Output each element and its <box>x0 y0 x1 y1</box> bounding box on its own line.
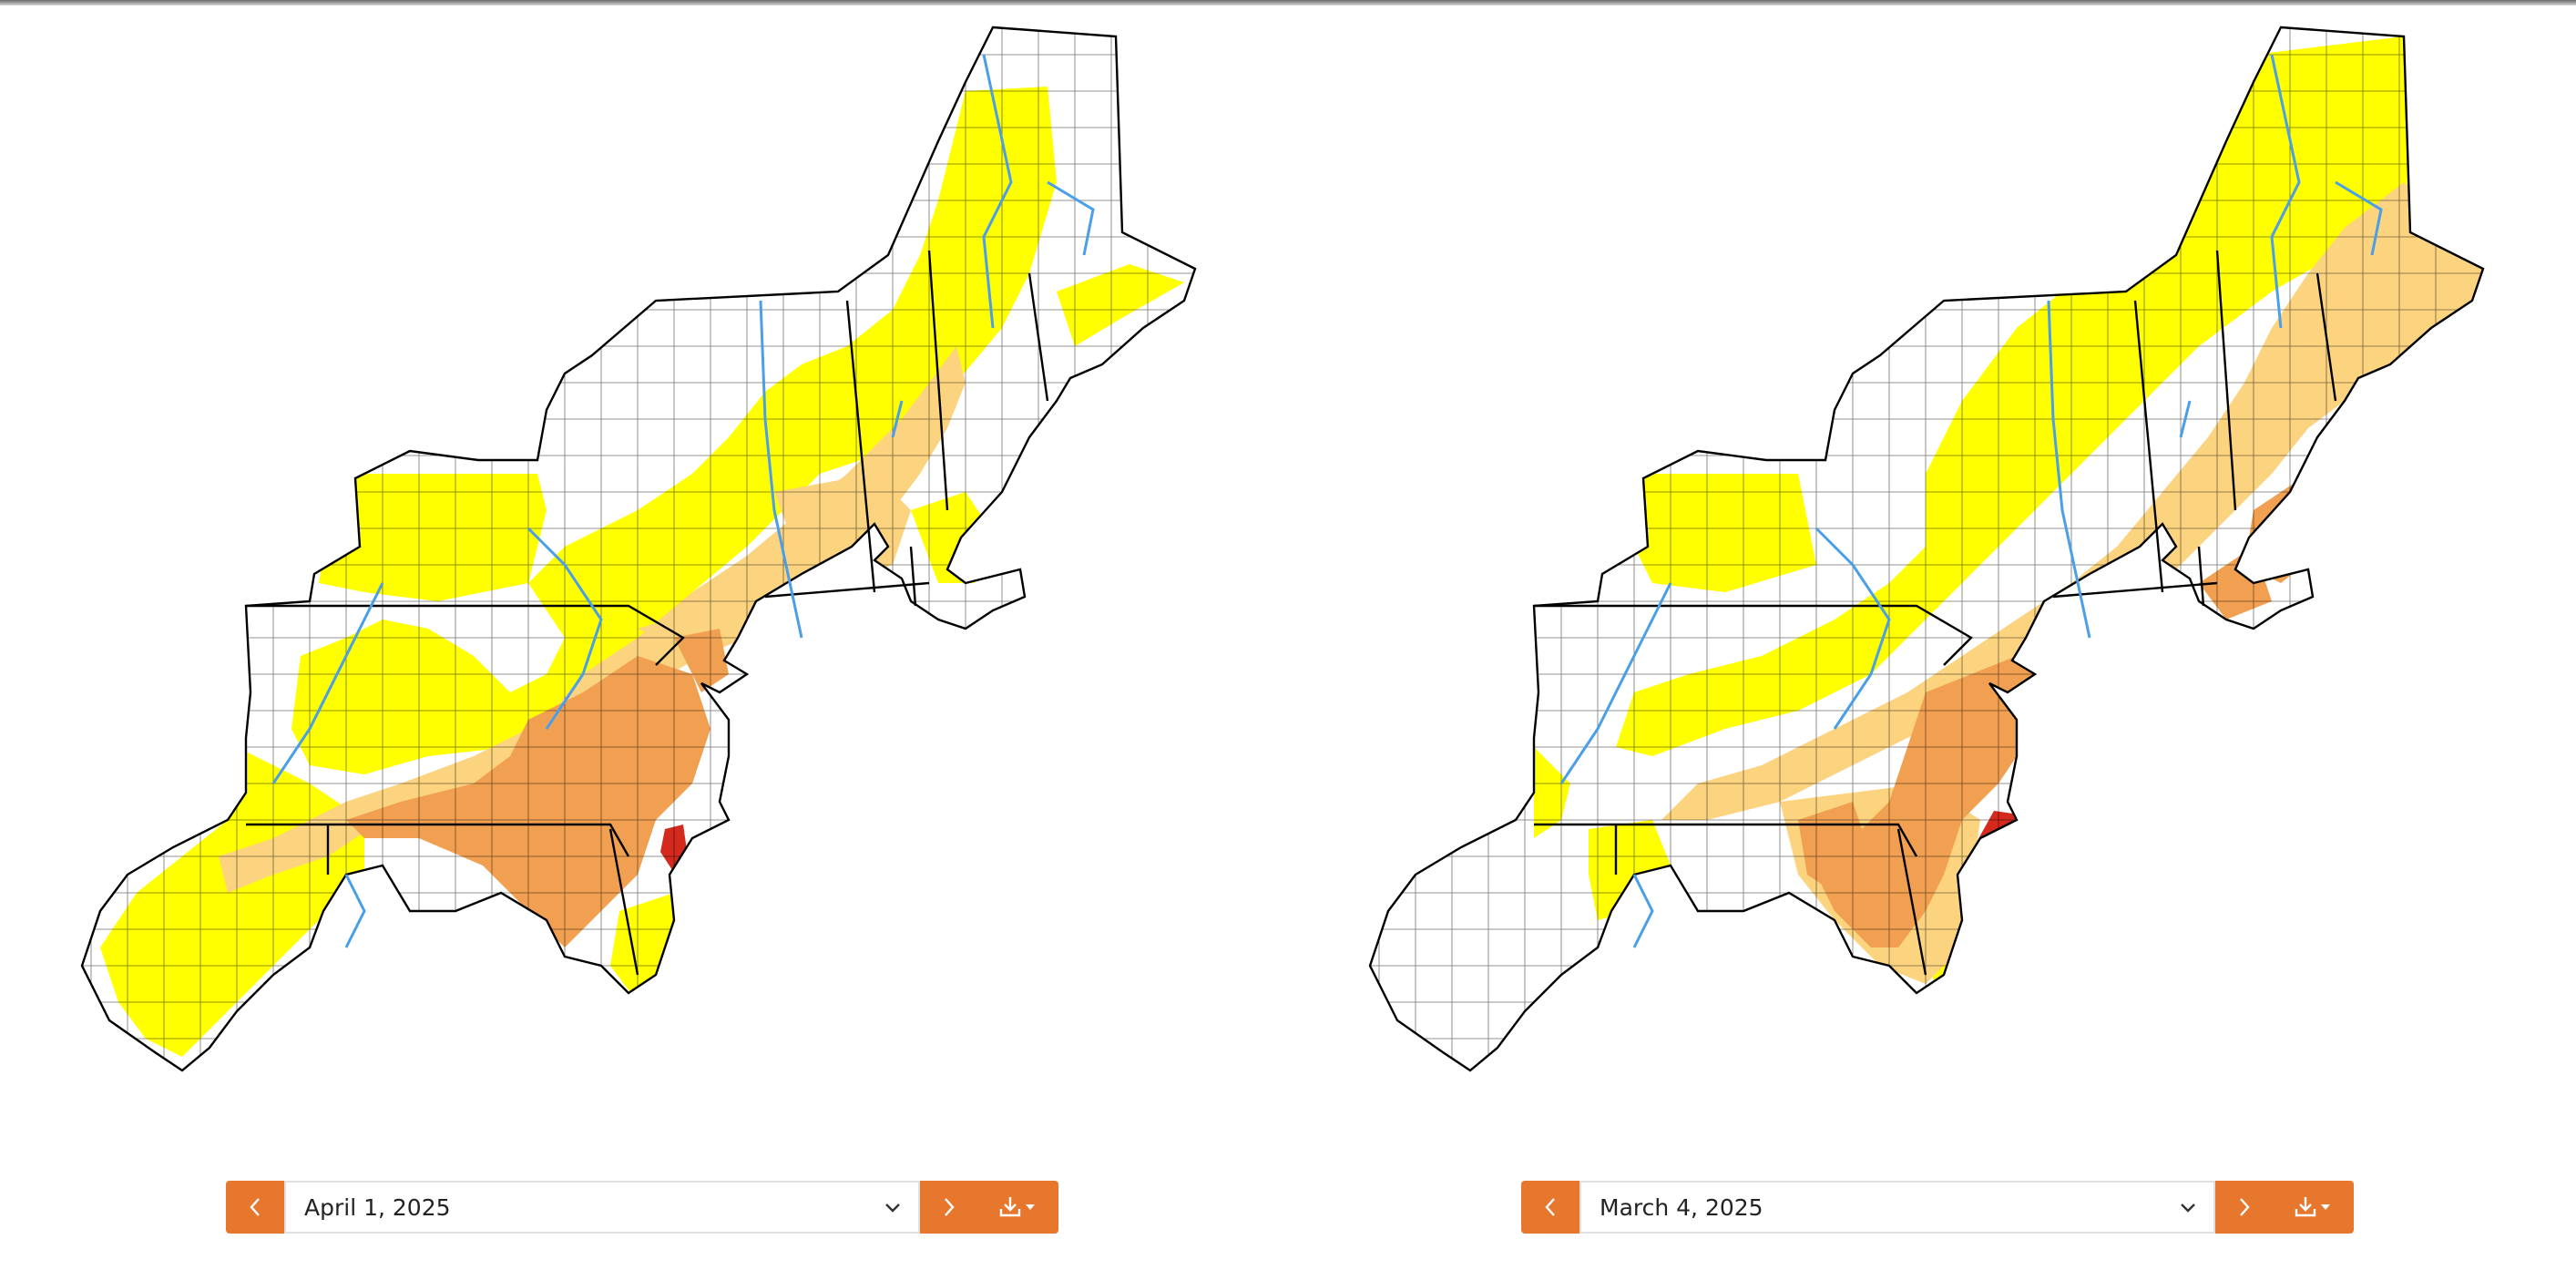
download-icon <box>2295 1197 2330 1217</box>
date-dropdown[interactable]: March 4, 2025 <box>1579 1181 2215 1234</box>
download-button[interactable] <box>978 1181 1058 1234</box>
drought-map-comparison <box>1368 26 2485 1072</box>
chevron-down-icon <box>2181 1203 2195 1213</box>
next-date-button[interactable] <box>920 1181 978 1234</box>
download-icon <box>999 1197 1035 1217</box>
download-button[interactable] <box>2274 1181 2354 1234</box>
chevron-left-icon <box>1545 1198 1555 1216</box>
next-date-button[interactable] <box>2215 1181 2274 1234</box>
drought-map-current <box>80 26 1197 1072</box>
date-controls-comparison: March 4, 2025 <box>1521 1181 2354 1234</box>
chevron-down-icon <box>885 1203 900 1213</box>
map-panel-current: April 1, 2025 <box>80 26 1197 1234</box>
window-top-edge <box>0 0 2576 5</box>
selected-date: March 4, 2025 <box>1600 1193 1763 1221</box>
chevron-right-icon <box>2240 1198 2250 1216</box>
chevron-left-icon <box>250 1198 260 1216</box>
previous-date-button[interactable] <box>226 1181 284 1234</box>
date-dropdown[interactable]: April 1, 2025 <box>284 1181 920 1234</box>
previous-date-button[interactable] <box>1521 1181 1579 1234</box>
selected-date: April 1, 2025 <box>304 1193 451 1221</box>
date-controls-current: April 1, 2025 <box>226 1181 1058 1234</box>
chevron-right-icon <box>945 1198 955 1216</box>
map-panel-comparison: March 4, 2025 <box>1288 0 2576 1270</box>
